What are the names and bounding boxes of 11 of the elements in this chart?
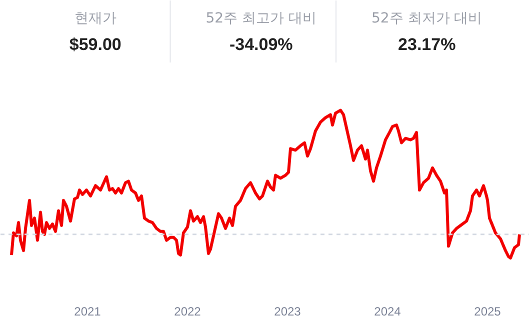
text: 현재가 [74,10,116,26]
x-tick-label: 2023 [274,304,302,318]
text: $59.00 [69,35,122,54]
text: 52주 최저가 대비 [372,10,482,26]
text: -34.09% [229,35,293,54]
text: 52주 최고가 대비 [206,10,316,26]
x-tick-label: 2024 [374,304,402,318]
x-tick-label: 2022 [174,304,202,318]
text: 23.17% [398,35,456,54]
x-tick-label: 2025 [474,304,502,318]
x-tick-label: 2021 [74,304,102,318]
